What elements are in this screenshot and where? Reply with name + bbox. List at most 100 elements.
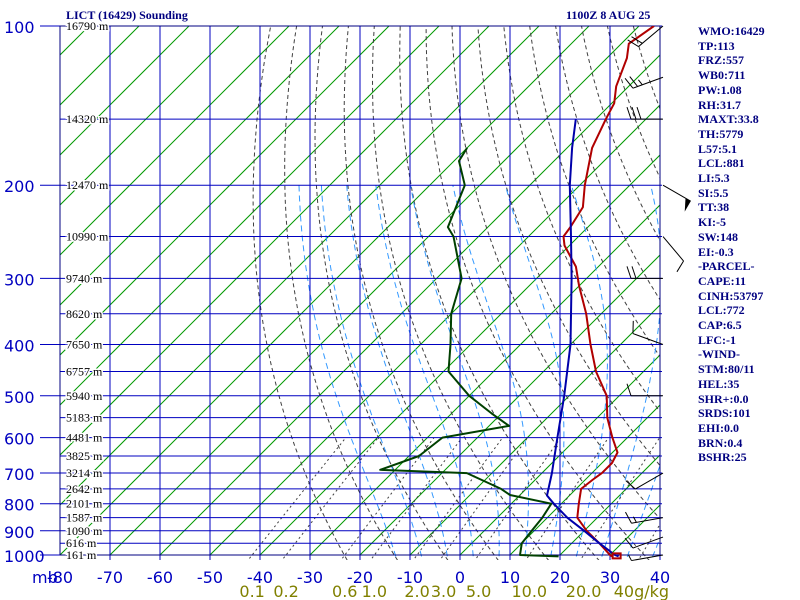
stat-item: EI:-0.3 — [698, 244, 734, 259]
isotherm-line — [60, 26, 490, 456]
pressure-tick-label: 500 — [4, 388, 35, 407]
wind-barb — [627, 25, 664, 47]
stat-item: LI:5.3 — [698, 171, 730, 186]
pressure-tick-label: 200 — [4, 177, 35, 196]
wind-barb — [624, 76, 664, 89]
dry-adiabat-lines — [252, 26, 660, 560]
pressure-tick-label: 600 — [4, 430, 35, 449]
pressure-tick-label: 900 — [4, 523, 35, 542]
wind-barb-flag — [625, 480, 636, 490]
temperature-tick-label: 30 — [600, 568, 620, 587]
moist-adiabat-line — [298, 185, 398, 560]
wind-barb-flag — [636, 106, 642, 120]
dry-adiabat-line — [529, 26, 660, 358]
stat-item: TT:38 — [698, 200, 730, 215]
wind-barb-flag — [629, 76, 639, 87]
mixing-ratio-tick-label: 0.6 — [332, 582, 357, 600]
mixing-ratio-line — [439, 437, 529, 560]
wind-barb-flag — [624, 537, 634, 549]
wind-barb-flag — [631, 266, 637, 279]
wind-barb-half-flag — [638, 79, 643, 86]
height-tick-label: 8620 m — [66, 307, 103, 321]
height-tick-label: 5940 m — [66, 389, 103, 403]
dry-adiabat-line — [555, 26, 660, 301]
isotherm-line — [259, 154, 660, 556]
wind-barb — [624, 536, 664, 549]
mixing-ratio-tick-label: 40g/kg — [614, 582, 669, 600]
isotherm-line — [459, 354, 660, 556]
wind-barb-flag — [631, 106, 637, 120]
mixing-ratio-tick-label: 3.0 — [431, 582, 456, 600]
temperature-line — [562, 26, 655, 558]
isotherm-line — [559, 454, 660, 556]
wind-barb-staff — [632, 536, 664, 549]
height-tick-label: 4481 m — [66, 431, 103, 445]
moist-adiabat-line — [600, 185, 660, 560]
dry-adiabat-line — [314, 26, 449, 560]
isotherm-line — [60, 26, 440, 406]
height-tick-label: 6757 m — [66, 365, 103, 379]
stat-item: L57:5.1 — [698, 141, 737, 156]
mixing-ratio-lines — [247, 437, 660, 560]
stat-item: LCL:881 — [698, 156, 745, 171]
mixing-ratio-line — [474, 437, 562, 560]
dry-adiabat-line — [252, 26, 348, 560]
dry-adiabat-line — [503, 26, 660, 413]
height-tick-label: 1090 m — [66, 524, 103, 538]
stat-item: SW:148 — [698, 229, 739, 244]
isotherm-line — [159, 54, 660, 556]
height-tick-label: 1587 m — [66, 511, 103, 525]
temperature-tick-label: 40 — [650, 568, 670, 587]
stat-item: -PARCEL- — [698, 259, 755, 274]
isotherm-line — [109, 26, 640, 556]
pressure-tick-label: 400 — [4, 336, 35, 355]
stat-item: BRN:0.4 — [698, 435, 743, 450]
wind-barb-staff — [632, 333, 664, 345]
isotherm-line — [60, 26, 240, 206]
parcel-line — [546, 119, 619, 558]
isotherm-line — [60, 26, 340, 306]
height-tick-label: 616 m — [66, 536, 97, 550]
height-tick-label: 3214 m — [66, 466, 103, 480]
wind-barb-flag — [676, 260, 684, 273]
height-tick-label: 5183 m — [66, 411, 103, 425]
stat-item: WB0:711 — [698, 68, 746, 83]
surface-marker — [611, 552, 622, 560]
moist-adiabat-line — [320, 185, 423, 560]
temperature-tick-label: -30 — [297, 568, 323, 587]
dry-adiabat-line — [371, 26, 549, 560]
stat-item: RH:31.7 — [698, 97, 741, 112]
stat-item: STM:80/11 — [698, 362, 755, 377]
height-tick-label: 7650 m — [66, 337, 103, 351]
height-tick-label: 10990 m — [66, 230, 109, 244]
wind-barb-flag — [631, 36, 643, 44]
mixing-ratio-line — [579, 437, 660, 560]
wind-barb-half-flag — [632, 516, 637, 523]
pressure-unit-label: mb — [32, 568, 58, 587]
temperature-grid-lines — [59, 25, 661, 560]
mixing-ratio-tick-label: 2.0 — [404, 582, 429, 600]
plot-frame — [59, 25, 661, 556]
stat-item: KI:-5 — [698, 215, 726, 230]
moist-adiabat-line — [625, 464, 660, 560]
moist-adiabat-line — [410, 185, 500, 560]
moist-adiabat-line — [346, 185, 449, 560]
wind-barb-staff — [635, 472, 664, 490]
mixing-ratio-line — [370, 437, 463, 560]
temperature-tick-label: -40 — [247, 568, 273, 587]
wind-barb — [626, 383, 663, 397]
mixing-ratio-tick-label: 5.0 — [466, 582, 491, 600]
temperature-tick-label: 20 — [550, 568, 570, 587]
height-tick-label: 14320 m — [66, 112, 109, 126]
stat-item: BSHR:25 — [698, 450, 747, 465]
isotherm-line — [60, 26, 590, 556]
moist-adiabat-line — [504, 185, 565, 560]
wind-barb-staff — [662, 236, 684, 262]
stat-item: TP:113 — [698, 38, 735, 53]
mixing-ratio-tick-label: 20.0 — [566, 582, 602, 600]
isotherm-line — [60, 26, 540, 506]
pressure-tick-label: 700 — [4, 465, 35, 484]
wind-barbs — [624, 25, 691, 562]
height-tick-label: 161 m — [66, 548, 97, 562]
